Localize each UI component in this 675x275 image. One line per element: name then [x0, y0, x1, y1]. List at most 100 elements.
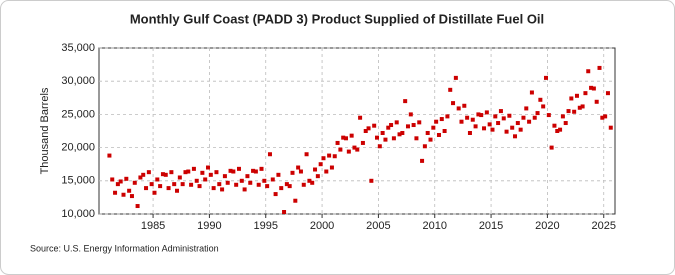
point: [569, 96, 574, 101]
chart-title: Monthly Gulf Coast (PADD 3) Product Supp…: [130, 11, 544, 26]
point: [411, 123, 416, 128]
point: [389, 123, 394, 128]
point: [135, 204, 140, 209]
point: [121, 192, 126, 197]
point: [298, 169, 303, 174]
point: [358, 115, 363, 120]
point: [265, 184, 270, 189]
point: [214, 170, 219, 175]
point: [501, 116, 506, 121]
point: [318, 162, 323, 167]
point: [338, 147, 343, 152]
point: [546, 113, 551, 118]
point: [597, 65, 602, 70]
point: [341, 135, 346, 140]
point: [166, 186, 171, 191]
point: [239, 178, 244, 183]
point: [276, 172, 281, 177]
point: [513, 134, 518, 139]
point: [563, 121, 568, 126]
point: [605, 91, 610, 96]
point: [490, 127, 495, 132]
point: [222, 174, 227, 179]
point: [349, 133, 354, 138]
point: [482, 126, 487, 131]
point: [251, 168, 256, 173]
point: [363, 129, 368, 133]
point: [206, 165, 211, 170]
point: [282, 210, 287, 215]
point: [473, 124, 478, 129]
point: [397, 132, 402, 137]
point: [180, 182, 185, 187]
point: [453, 75, 458, 80]
point: [417, 120, 422, 125]
point: [253, 169, 258, 174]
point: [242, 187, 247, 192]
point: [352, 145, 357, 150]
point: [594, 99, 599, 104]
point: [327, 153, 332, 158]
point: [273, 192, 278, 197]
point: [400, 130, 405, 135]
point: [324, 169, 329, 174]
point: [549, 145, 554, 150]
point: [172, 182, 177, 187]
point: [155, 177, 160, 182]
point: [591, 86, 596, 91]
point: [346, 149, 351, 154]
y-tick-label: 25,000: [61, 108, 95, 120]
point: [425, 130, 430, 135]
point: [558, 127, 563, 132]
point: [529, 90, 534, 95]
y-tick-label: 30,000: [61, 75, 95, 87]
point: [518, 127, 523, 132]
source-note: Source: U.S. Energy Information Administ…: [30, 243, 219, 253]
point: [360, 140, 365, 145]
point: [217, 182, 222, 187]
point: [110, 177, 115, 182]
point: [543, 75, 548, 80]
y-axis-label: Thousand Barrels: [39, 87, 51, 174]
point: [386, 125, 391, 130]
point: [225, 180, 230, 185]
point: [566, 109, 571, 114]
point: [344, 136, 349, 141]
point: [498, 109, 503, 114]
point: [234, 182, 239, 187]
point: [589, 85, 594, 90]
point: [211, 186, 216, 191]
point: [532, 115, 537, 120]
point: [572, 109, 577, 114]
point: [175, 188, 180, 193]
point: [304, 152, 309, 157]
point: [504, 129, 509, 134]
point: [248, 180, 253, 185]
point: [228, 168, 233, 173]
point: [451, 101, 456, 106]
point: [152, 190, 157, 195]
point: [484, 110, 489, 115]
point: [496, 121, 501, 126]
point: [462, 103, 467, 108]
point: [321, 156, 326, 161]
point: [535, 111, 540, 116]
point: [177, 175, 182, 180]
point: [200, 170, 205, 175]
point: [510, 125, 515, 130]
point: [310, 180, 315, 185]
point: [515, 121, 520, 126]
point: [332, 154, 337, 159]
point: [577, 105, 582, 110]
point: [307, 178, 312, 183]
point: [394, 120, 399, 125]
point: [369, 178, 374, 183]
point: [405, 124, 410, 129]
point: [355, 147, 360, 152]
point: [203, 177, 208, 182]
point: [403, 99, 408, 104]
point: [377, 144, 382, 149]
point: [476, 112, 481, 117]
